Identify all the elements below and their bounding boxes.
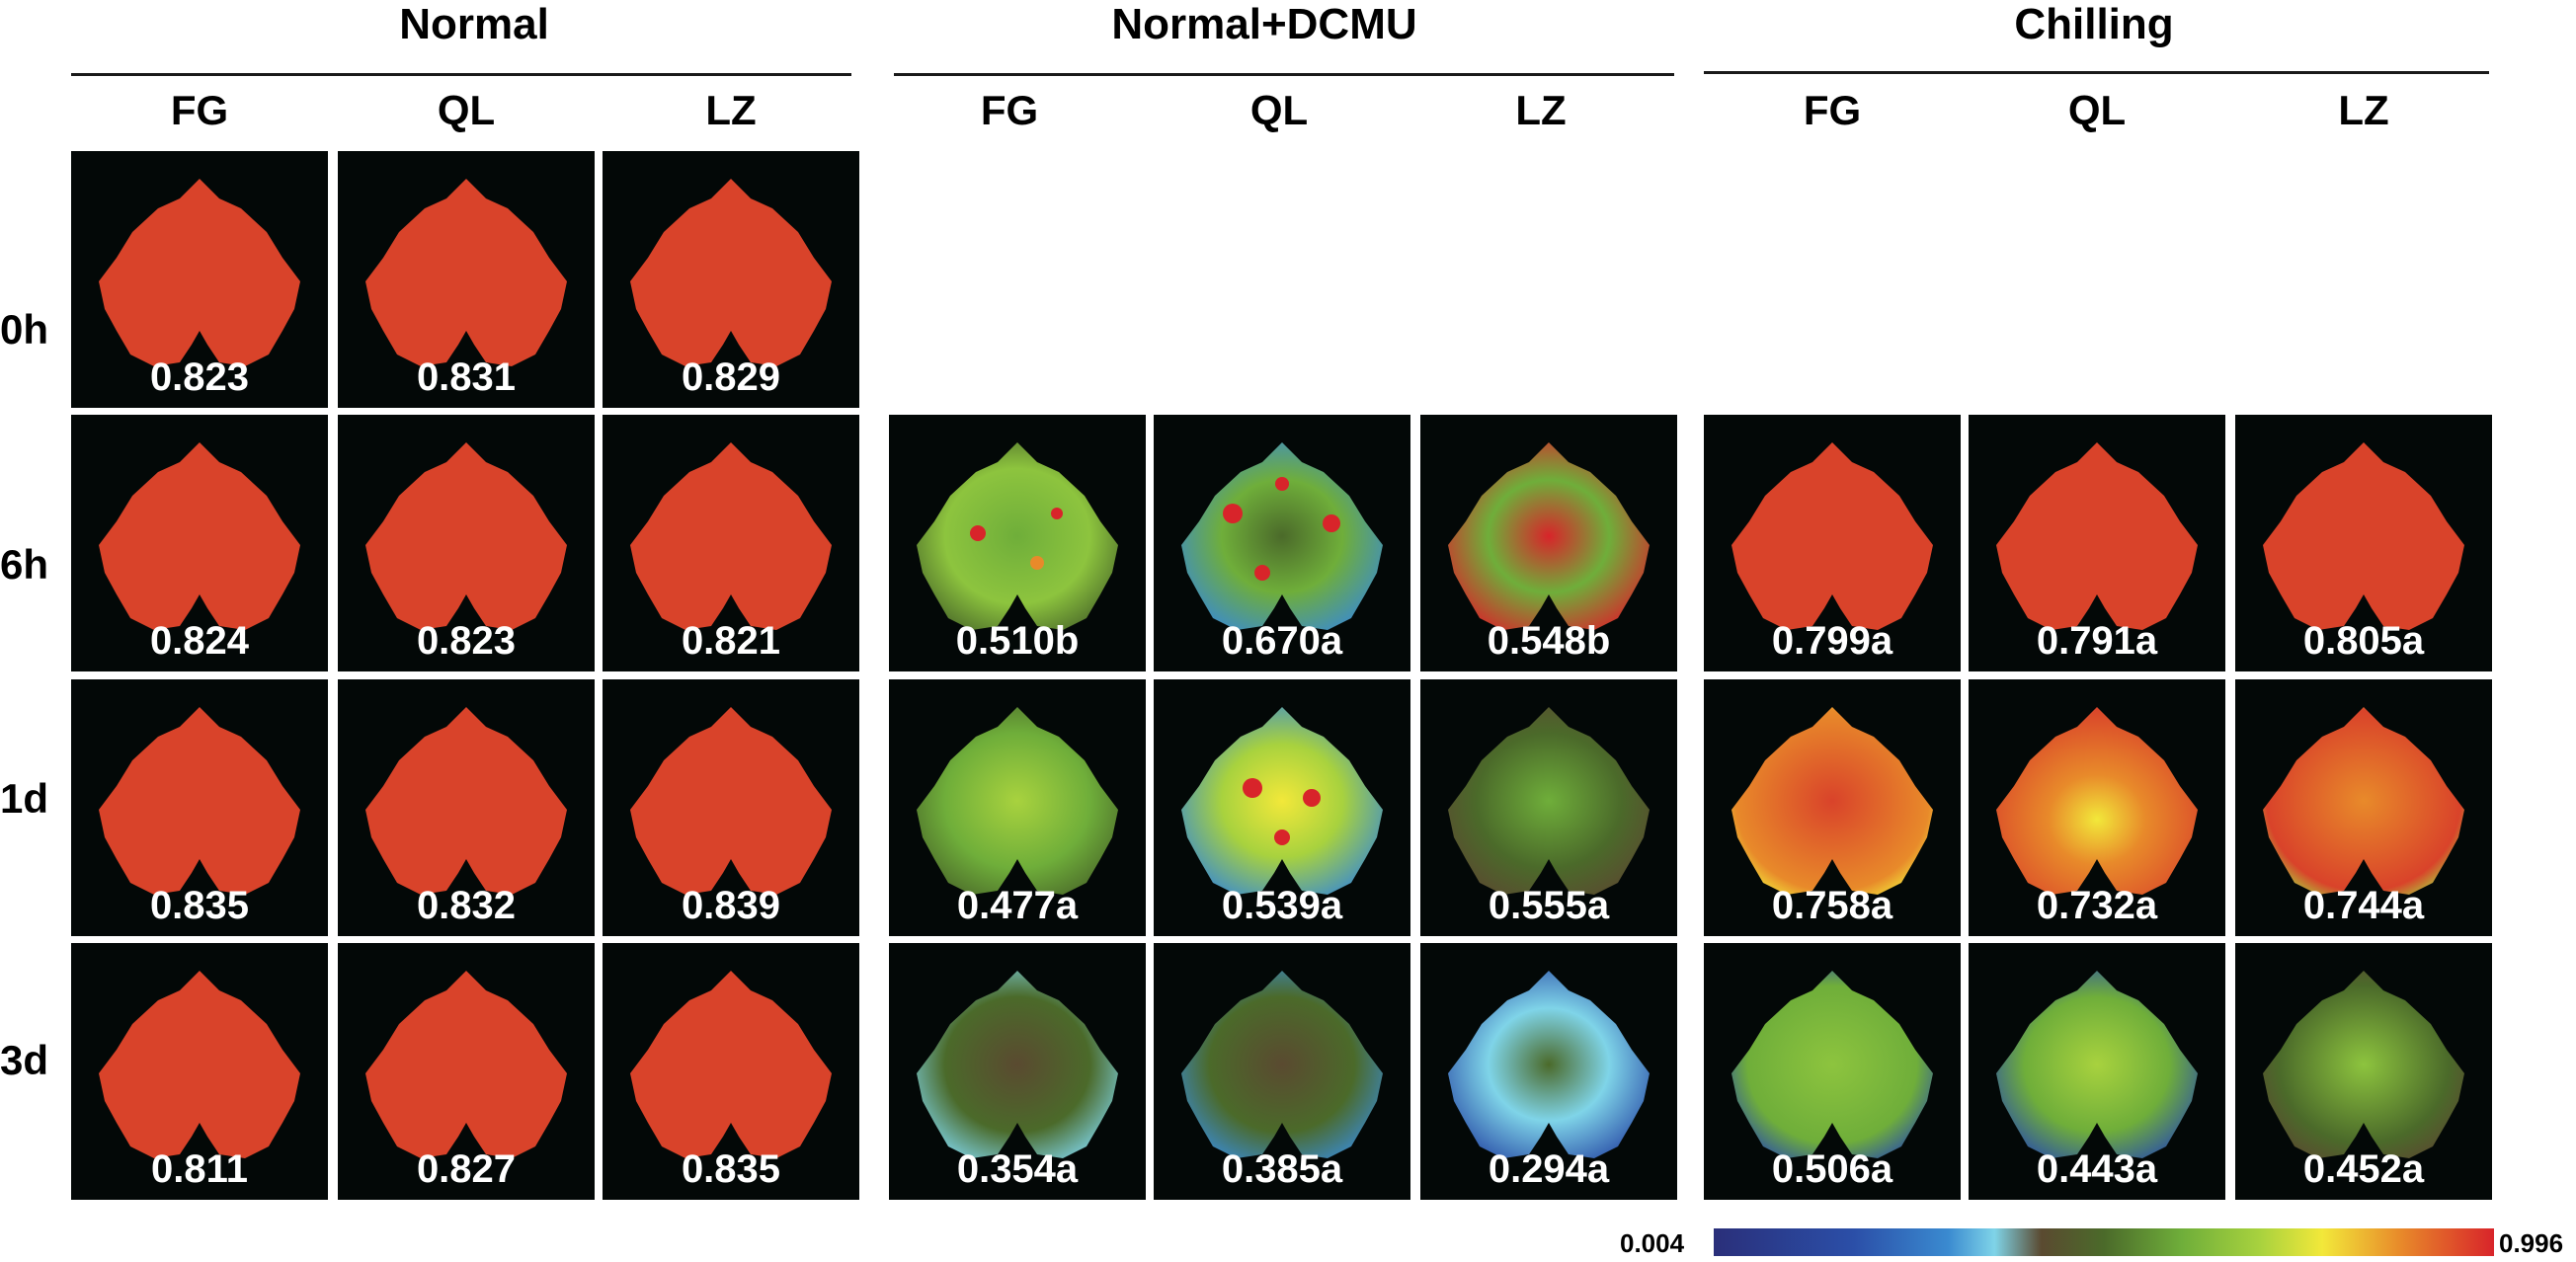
panel-chilling-3d-fg: 0.506a — [1704, 943, 1961, 1200]
fvfm-value: 0.823 — [416, 619, 517, 663]
panel-chilling-6h-fg: 0.799a — [1704, 415, 1961, 671]
group-title-normal: Normal — [399, 0, 549, 48]
group-title-dcmu: Normal+DCMU — [1111, 0, 1417, 48]
fvfm-value: 0.555a — [1488, 884, 1610, 927]
row-label-0h: 0h — [0, 306, 49, 353]
fvfm-value: 0.670a — [1221, 619, 1343, 663]
fvfm-value: 0.829 — [681, 355, 781, 399]
col-head-normal-lz: LZ — [705, 87, 757, 133]
fvfm-value: 0.835 — [149, 884, 250, 927]
panel-normal-1d-lz: 0.839 — [603, 679, 859, 936]
divider-chilling — [1704, 71, 2489, 74]
col-head-dcmu-ql: QL — [1249, 87, 1309, 133]
col-head-dcmu-lz: LZ — [1515, 87, 1567, 133]
col-head-normal-ql: QL — [437, 87, 496, 133]
panel-normal-1d-ql: 0.832 — [338, 679, 595, 936]
panel-chilling-3d-ql: 0.443a — [1969, 943, 2225, 1200]
panel-normal-0h-fg: 0.823 — [71, 151, 328, 408]
fvfm-value: 0.835 — [681, 1147, 781, 1191]
fvfm-value: 0.823 — [149, 355, 250, 399]
fvfm-value: 0.821 — [681, 619, 781, 663]
fvfm-value: 0.385a — [1221, 1147, 1343, 1191]
col-head-chilling-ql: QL — [2067, 87, 2127, 133]
panel-chilling-1d-fg: 0.758a — [1704, 679, 1961, 936]
panel-dcmu-3d-fg: 0.354a — [889, 943, 1146, 1200]
col-head-chilling-fg: FG — [1803, 87, 1862, 133]
fvfm-value: 0.799a — [1771, 619, 1893, 663]
fvfm-value: 0.831 — [416, 355, 517, 399]
fvfm-value: 0.832 — [416, 884, 517, 927]
fvfm-value: 0.791a — [2036, 619, 2158, 663]
row-label-1d: 1d — [0, 775, 49, 822]
color-scale-bar — [1714, 1228, 2494, 1256]
fvfm-value: 0.477a — [956, 884, 1079, 927]
panel-chilling-1d-lz: 0.744a — [2235, 679, 2492, 936]
fvfm-value: 0.824 — [149, 619, 250, 663]
panel-dcmu-1d-lz: 0.555a — [1420, 679, 1677, 936]
panel-normal-0h-ql: 0.831 — [338, 151, 595, 408]
panel-dcmu-3d-lz: 0.294a — [1420, 943, 1677, 1200]
panel-normal-1d-fg: 0.835 — [71, 679, 328, 936]
panel-chilling-6h-lz: 0.805a — [2235, 415, 2492, 671]
fvfm-value: 0.839 — [681, 884, 781, 927]
panel-dcmu-3d-ql: 0.385a — [1154, 943, 1410, 1200]
panel-chilling-6h-ql: 0.791a — [1969, 415, 2225, 671]
col-head-normal-fg: FG — [170, 87, 229, 133]
fvfm-value: 0.805a — [2302, 619, 2425, 663]
fvfm-value: 0.539a — [1221, 884, 1343, 927]
panel-dcmu-1d-fg: 0.477a — [889, 679, 1146, 936]
divider-dcmu — [894, 73, 1674, 76]
fvfm-value: 0.548b — [1487, 619, 1611, 663]
color-scale-max: 0.996 — [2499, 1228, 2564, 1258]
col-head-chilling-lz: LZ — [2338, 87, 2389, 133]
row-label-3d: 3d — [0, 1037, 49, 1083]
panel-chilling-1d-ql: 0.732a — [1969, 679, 2225, 936]
panel-dcmu-6h-lz: 0.548b — [1420, 415, 1677, 671]
divider-normal — [71, 73, 851, 76]
fvfm-value: 0.827 — [416, 1147, 517, 1191]
panel-dcmu-6h-ql: 0.670a — [1154, 415, 1410, 671]
fvfm-value: 0.758a — [1771, 884, 1893, 927]
fvfm-value: 0.744a — [2302, 884, 2425, 927]
panel-chilling-3d-lz: 0.452a — [2235, 943, 2492, 1200]
panel-normal-6h-ql: 0.823 — [338, 415, 595, 671]
panel-dcmu-1d-ql: 0.539a — [1154, 679, 1410, 936]
panel-normal-6h-lz: 0.821 — [603, 415, 859, 671]
fvfm-value: 0.811 — [151, 1147, 248, 1191]
fvfm-value: 0.506a — [1771, 1147, 1893, 1191]
fvfm-value: 0.452a — [2302, 1147, 2425, 1191]
panel-normal-3d-fg: 0.811 — [71, 943, 328, 1200]
group-title-chilling: Chilling — [2014, 0, 2174, 48]
color-scale-min: 0.004 — [1620, 1228, 1685, 1258]
fvfm-value: 0.294a — [1488, 1147, 1610, 1191]
fvfm-value: 0.443a — [2036, 1147, 2158, 1191]
panel-dcmu-6h-fg: 0.510b — [889, 415, 1146, 671]
fvfm-value: 0.732a — [2036, 884, 2158, 927]
fvfm-value: 0.354a — [956, 1147, 1079, 1191]
panel-normal-3d-ql: 0.827 — [338, 943, 595, 1200]
row-label-6h: 6h — [0, 541, 49, 588]
panel-normal-6h-fg: 0.824 — [71, 415, 328, 671]
panel-normal-0h-lz: 0.829 — [603, 151, 859, 408]
panel-normal-3d-lz: 0.835 — [603, 943, 859, 1200]
col-head-dcmu-fg: FG — [980, 87, 1039, 133]
fvfm-value: 0.510b — [955, 619, 1080, 663]
